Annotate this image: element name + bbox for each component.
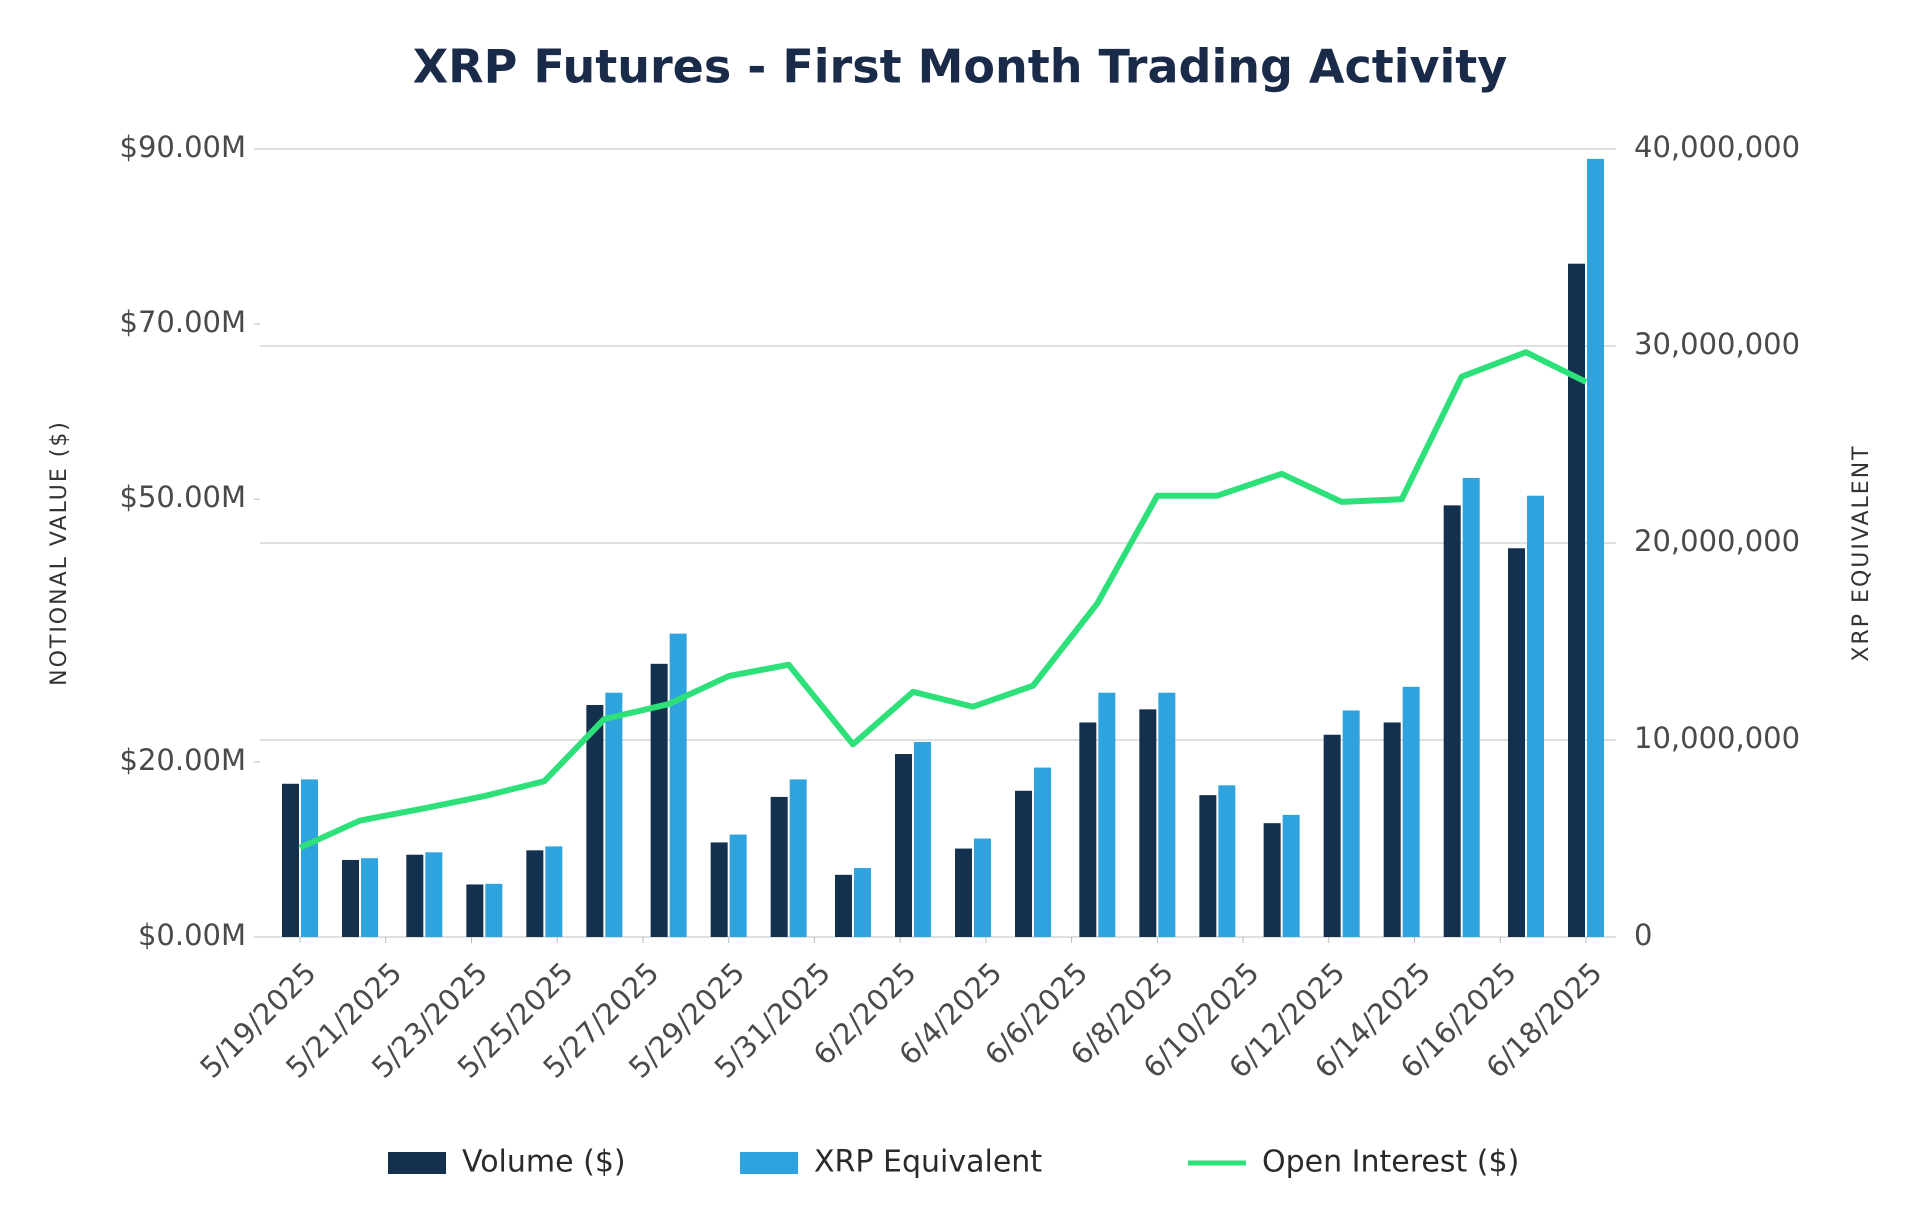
legend-label: Open Interest ($): [1262, 1145, 1519, 1180]
bar: [974, 838, 992, 937]
bar: [1507, 548, 1525, 937]
bar: [650, 663, 668, 937]
bar: [301, 779, 318, 937]
bar: [1402, 686, 1420, 937]
y-tick-label: $20.00M: [120, 743, 247, 777]
bar: [669, 633, 687, 937]
y2-tick-label: 40,000,000: [1634, 130, 1800, 164]
bar: [1139, 709, 1157, 937]
legend-swatch: [388, 1152, 446, 1174]
y2-tick-label: 0: [1634, 918, 1652, 952]
bar: [1098, 692, 1116, 937]
bar: [526, 850, 544, 937]
line: [298, 349, 1588, 851]
bar: [834, 874, 852, 937]
bar: [545, 846, 563, 937]
bar: [1015, 790, 1033, 937]
bar: [485, 883, 503, 937]
bar: [1443, 505, 1461, 937]
bar: [586, 704, 604, 937]
bar: [894, 754, 912, 937]
bar: [1034, 767, 1052, 937]
y2-tick-label: 30,000,000: [1634, 327, 1800, 361]
bar: [1526, 495, 1544, 937]
bar: [1462, 477, 1480, 937]
bar: [955, 848, 973, 937]
chart-title: XRP Futures - First Month Trading Activi…: [413, 40, 1508, 94]
y-axis-title: NOTIONAL VALUE ($): [47, 420, 72, 686]
bar: [425, 852, 443, 937]
bar: [770, 796, 788, 937]
y-tick-label: $0.00M: [138, 918, 246, 952]
bar: [913, 741, 931, 937]
bar: [1383, 722, 1401, 937]
legend-swatch: [740, 1152, 798, 1174]
bar: [1158, 692, 1176, 937]
legend-label: XRP Equivalent: [814, 1145, 1042, 1180]
bar: [406, 854, 424, 937]
bar: [1282, 814, 1300, 937]
bar: [466, 884, 484, 937]
bar: [710, 842, 728, 937]
bar: [1199, 795, 1217, 937]
legend-label: Volume ($): [462, 1145, 626, 1180]
bar: [853, 868, 871, 937]
y-tick-label: $90.00M: [120, 130, 247, 164]
bar: [1342, 710, 1360, 937]
bar: [361, 858, 379, 937]
bar: [342, 859, 360, 937]
y-tick-label: $70.00M: [120, 305, 247, 339]
bar: [1263, 823, 1281, 937]
bar: [1323, 734, 1341, 937]
bar: [605, 692, 623, 937]
y2-axis-title: XRP EQUIVALENT: [1849, 444, 1874, 661]
bar: [1587, 158, 1604, 938]
bar: [282, 783, 299, 937]
y-tick-label: $50.00M: [120, 480, 247, 514]
y2-tick-label: 10,000,000: [1634, 721, 1800, 755]
bar: [1079, 722, 1097, 937]
bar: [729, 834, 747, 937]
bar: [1568, 263, 1585, 938]
bar: [1218, 785, 1236, 937]
bar: [789, 779, 807, 937]
y2-tick-label: 20,000,000: [1634, 524, 1800, 558]
